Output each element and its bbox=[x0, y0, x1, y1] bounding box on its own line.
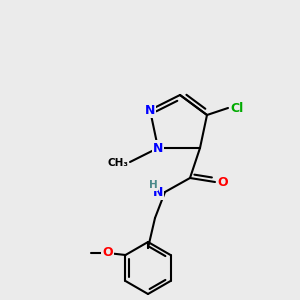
Text: N: N bbox=[145, 103, 155, 116]
Text: Cl: Cl bbox=[230, 101, 243, 115]
Text: H: H bbox=[148, 180, 158, 190]
Text: CH₃: CH₃ bbox=[107, 158, 128, 168]
Text: O: O bbox=[217, 176, 228, 188]
Text: O: O bbox=[102, 245, 113, 259]
Text: N: N bbox=[153, 142, 163, 154]
Text: N: N bbox=[153, 185, 163, 199]
